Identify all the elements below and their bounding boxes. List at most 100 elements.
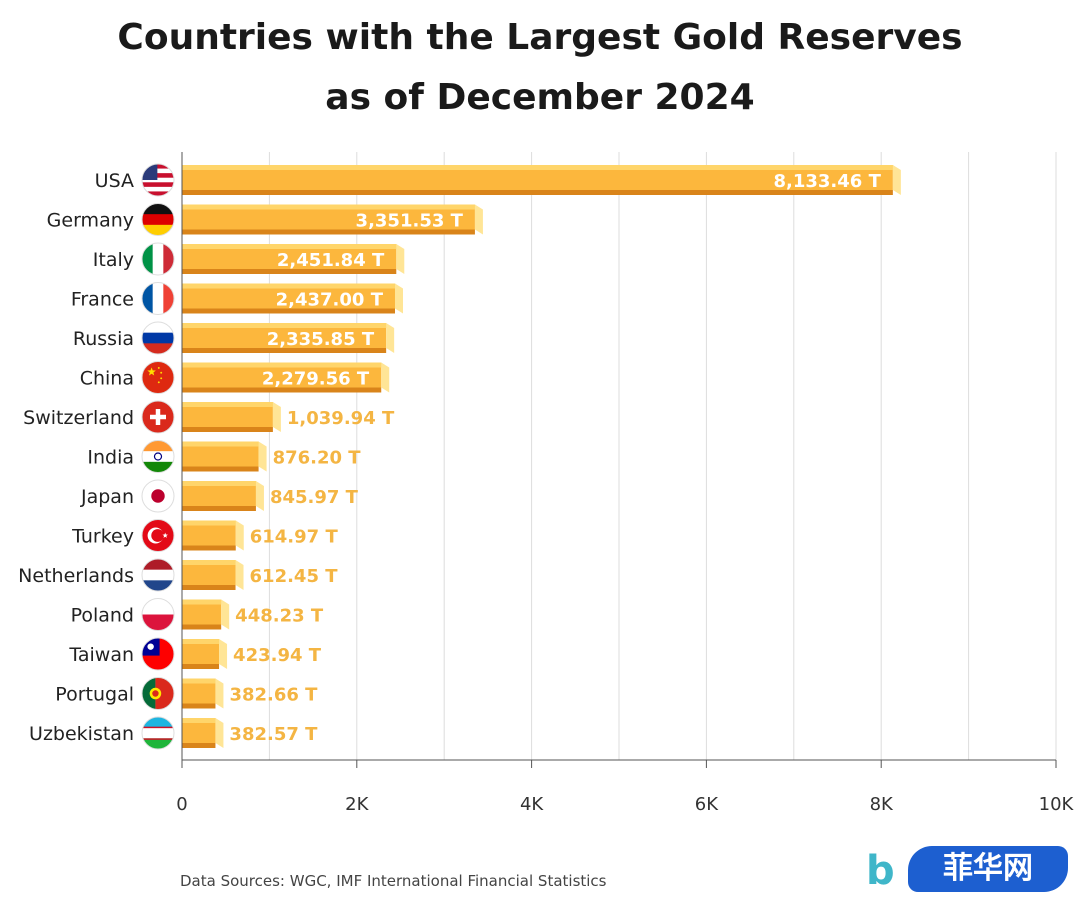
bar-russia [182,328,387,348]
flag-india-icon [141,440,175,473]
category-label-japan: Japan [80,486,134,508]
bar-turkey [182,525,236,546]
bar-shadow-france [182,308,395,314]
category-label-india: India [87,447,134,469]
bar-italy [182,249,397,269]
bar-end-india [258,441,267,472]
bar-shadow-china [182,387,382,393]
bar-japan [182,486,256,506]
bar-shadow-usa [182,190,893,195]
bar-shadow-russia [182,348,387,353]
bar-shadow-switzerland [182,427,273,432]
flag-uzbekistan-icon [141,716,175,750]
bar-end-switzerland [272,402,281,432]
x-tick-label: 8K [870,794,894,815]
bar-top-netherlands [182,560,241,565]
value-label-poland: 448.23 T [235,606,324,627]
bar-end-germany [474,204,483,235]
chart-title-line2: as of December 2024 [325,77,755,118]
value-label-china: 2,279.56 T [262,369,370,390]
category-label-turkey: Turkey [71,526,134,548]
x-tick-label: 0 [176,794,187,815]
bar-shadow-uzbekistan [182,743,216,748]
bar-end-turkey [235,520,244,551]
bar-top-india [182,441,264,447]
category-label-portugal: Portugal [55,684,134,706]
value-label-netherlands: 612.45 T [250,566,339,587]
category-label-taiwan: Taiwan [68,644,134,666]
bar-shadow-germany [182,229,475,235]
bar-end-taiwan [219,639,228,669]
bar-top-italy [182,244,402,249]
bar-shadow-japan [182,506,256,511]
flag-japan-icon [141,479,175,513]
value-label-portugal: 382.66 T [229,685,318,706]
bar-top-france [182,283,400,289]
flag-turkey-icon [141,519,175,552]
bar-end-china [381,362,390,393]
x-tick-label: 4K [520,794,544,815]
bar-end-france [394,283,403,314]
axis-layer: 0 2K 4K 6K 8K 10K [176,152,1075,815]
flag-germany-icon [141,203,175,236]
flag-russia-icon [141,321,175,355]
category-label-uzbekistan: Uzbekistan [29,723,134,745]
bar-usa [182,170,893,190]
bar-shadow-poland [182,624,222,630]
category-label-russia: Russia [73,328,134,350]
flag-taiwan-icon [141,637,175,671]
value-label-taiwan: 423.94 T [233,645,322,666]
bar-top-taiwan [182,639,225,644]
flag-usa-icon [141,163,175,197]
value-label-uzbekistan: 382.57 T [229,724,318,745]
category-label-italy: Italy [93,249,134,271]
category-label-netherlands: Netherlands [18,565,134,587]
bar-top-poland [182,599,227,605]
bar-uzbekistan [182,723,216,743]
bar-end-uzbekistan [215,718,224,748]
flag-france-icon [141,282,175,315]
flag-poland-icon [141,598,175,631]
bar-shadow-turkey [182,545,236,551]
chart-title-line1: Countries with the Largest Gold Reserves [117,17,963,58]
bar-poland [182,604,222,625]
flag-netherlands-icon [141,558,175,592]
value-label-france: 2,437.00 T [276,290,384,311]
value-label-usa: 8,133.46 T [773,171,881,192]
bar-shadow-netherlands [182,585,236,590]
bar-top-russia [182,323,392,328]
bar-netherlands [182,565,236,585]
value-label-germany: 3,351.53 T [356,211,464,232]
bar-top-uzbekistan [182,718,221,723]
x-tick-label: 6K [695,794,719,815]
bar-end-italy [396,244,405,274]
x-tick-label: 2K [345,794,369,815]
bar-top-turkey [182,520,241,526]
data-source-note: Data Sources: WGC, IMF International Fin… [180,872,607,890]
bar-china [182,367,382,388]
site-logo: b 菲华网 [866,840,1076,900]
bar-portugal [182,683,216,704]
grid-layer [181,152,1057,760]
bar-top-germany [182,204,480,210]
category-label-switzerland: Switzerland [23,407,134,429]
value-label-italy: 2,451.84 T [277,250,385,271]
bar-shadow-india [182,466,259,472]
bar-india [182,446,259,467]
category-label-china: China [80,368,134,390]
bar-end-poland [221,599,230,630]
flag-italy-icon [141,242,175,276]
logo-banner: 菲华网 [908,846,1068,892]
category-label-germany: Germany [47,210,134,232]
x-tick-label: 10K [1039,794,1075,815]
bar-chart: 0 2K 4K 6K 8K 10K USA 8,133.46 T Germany 3,351.5… [18,152,1075,815]
logo-letter: b [866,848,895,894]
value-label-india: 876.20 T [273,448,362,469]
flag-switzerland-icon [141,400,175,434]
bar-shadow-taiwan [182,664,220,669]
bar-shadow-portugal [182,703,216,709]
bar-end-russia [386,323,395,353]
value-label-japan: 845.97 T [270,487,359,508]
bar-top-china [182,362,387,368]
category-label-france: France [71,289,134,311]
